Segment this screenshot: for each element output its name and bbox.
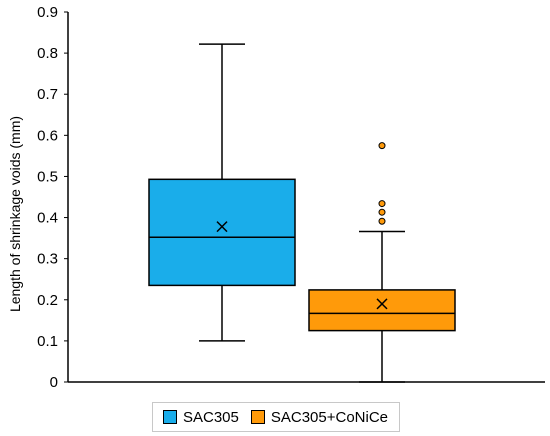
outlier-point-sac305-conice-0	[378, 217, 386, 225]
mean-marker-sac305	[216, 221, 228, 233]
legend-swatch-sac305-conice	[250, 410, 265, 424]
y-tick-label-2: 0.2	[37, 292, 58, 309]
legend-label-sac305: SAC305	[183, 408, 239, 426]
y-tick-label-5: 0.5	[37, 168, 58, 185]
plot-area	[148, 43, 456, 383]
mean-marker-stroke-b-sac305	[216, 221, 228, 233]
legend-swatch-sac305	[163, 410, 177, 424]
outlier-point-sac305-conice-2	[378, 200, 386, 208]
y-tick-label-0: 0	[50, 374, 58, 391]
y-tick-label-6: 0.6	[37, 127, 58, 144]
outlier-point-sac305-conice-3	[378, 142, 386, 150]
mean-marker-sac305-conice	[376, 298, 388, 310]
y-tick-label-8: 0.8	[37, 45, 58, 62]
legend-label-sac305-conice: SAC305+CoNiCe	[270, 408, 389, 426]
box-plot-chart: 0 0.1 0.2 0.3 0.4 0.5 0.6 0.7 0.8 0.9 Length of s…	[7, 4, 545, 391]
y-tick-label-7: 0.7	[37, 86, 58, 103]
legend: SAC305 SAC305+CoNiCe	[152, 402, 400, 432]
mean-marker-stroke-b-sac305-conice	[376, 298, 388, 310]
y-tick-label-9: 0.9	[37, 4, 58, 21]
y-axis: 0 0.1 0.2 0.3 0.4 0.5 0.6 0.7 0.8 0.9	[37, 4, 545, 391]
box-sac305	[148, 178, 296, 287]
outlier-point-sac305-conice-1	[378, 208, 386, 216]
box-sac305-conice	[308, 289, 456, 332]
y-tick-label-3: 0.3	[37, 251, 58, 268]
y-tick-label-1: 0.1	[37, 333, 58, 350]
y-axis-title: Length of shrinkage voids (mm)	[7, 116, 23, 312]
legend-item-sac305: SAC305	[163, 409, 239, 426]
legend-item-sac305-conice: SAC305+CoNiCe	[250, 408, 389, 426]
y-tick-label-4: 0.4	[37, 210, 58, 227]
